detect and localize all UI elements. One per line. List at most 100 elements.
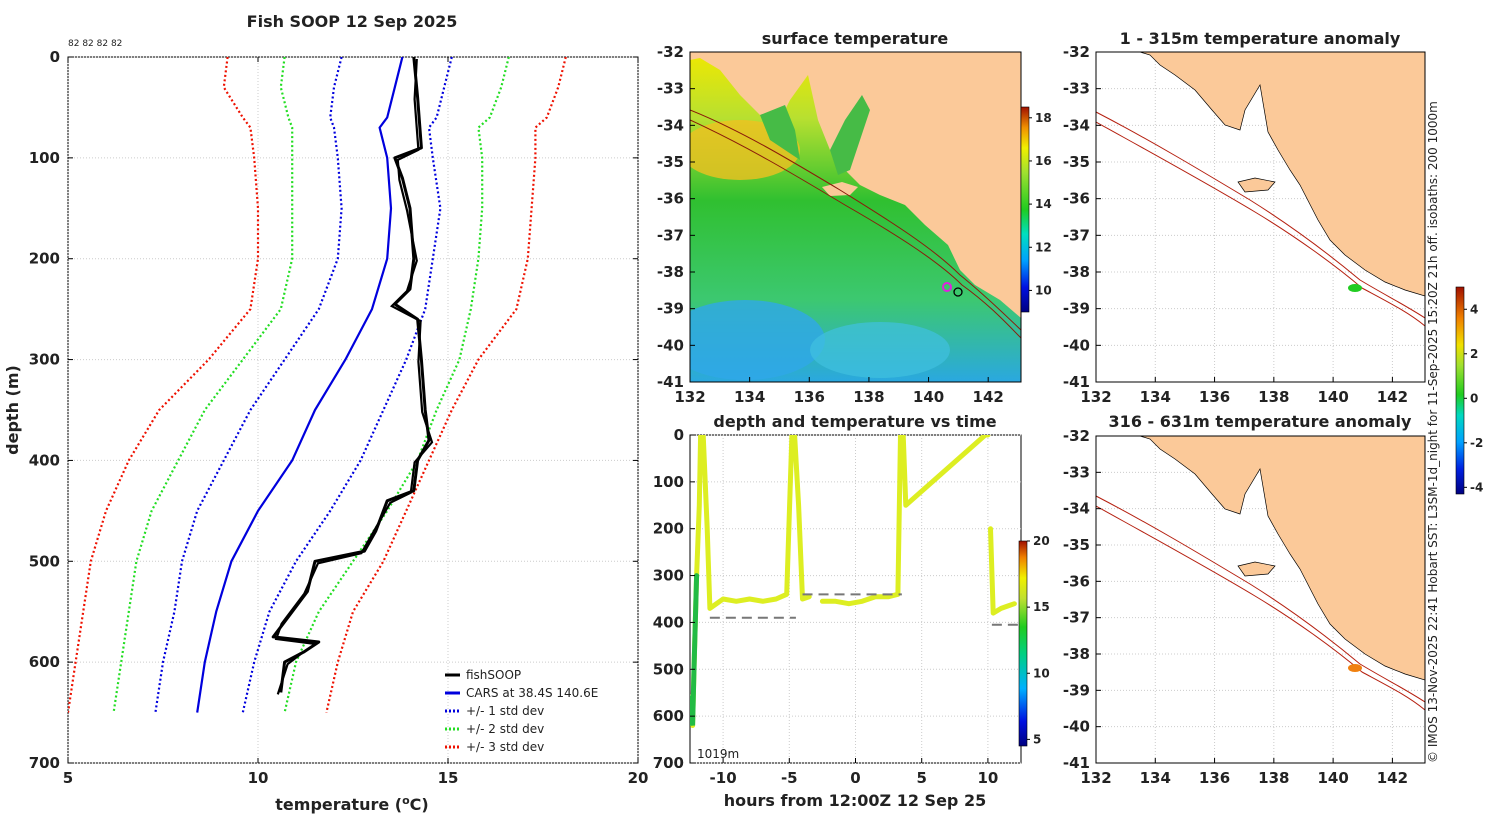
map-xtick-label: 140 (1317, 769, 1348, 787)
colorbar-tick-label: 14 (1035, 197, 1052, 211)
anom2-island (1237, 561, 1276, 577)
dt-ytick-label: 600 (653, 707, 684, 725)
dt-xtick-label: -10 (710, 769, 737, 787)
sst-gulf (830, 95, 870, 175)
map-xtick-label: 136 (794, 388, 825, 406)
dt-ytick-label: 0 (674, 426, 684, 444)
anom1-map (1096, 52, 1425, 327)
map-ytick-label: -33 (657, 80, 684, 98)
dt-depth-trace-2 (819, 435, 991, 607)
colorbar-tick-label: 16 (1035, 154, 1052, 168)
colorbar-tick-label: -2 (1470, 436, 1483, 450)
dt-colorbar-ticks: 5 10 15 20 (1027, 534, 1050, 746)
anom-colorbar (1455, 286, 1465, 495)
map-ytick-label: -35 (657, 153, 684, 171)
map-ytick-label: -41 (657, 373, 684, 391)
map-xtick-label: 138 (853, 388, 884, 406)
map-xtick-label: 134 (734, 388, 765, 406)
sst-isobath-200 (690, 109, 1021, 331)
map-xtick-label: 132 (674, 388, 705, 406)
profile-counts-label: 82 82 82 82 (68, 39, 122, 49)
anom1-frame (1095, 51, 1426, 383)
map-ytick-label: -32 (1063, 427, 1090, 445)
legend-label-std2: +/- 2 std dev (466, 722, 544, 736)
series-line-fishsoop-cast-2 (274, 58, 434, 695)
series-line--1-std-dev (154, 57, 343, 713)
series-line-cars-at-38-4s-140-6e (196, 57, 404, 713)
profile-xtick-label: 5 (63, 769, 73, 787)
map-ytick-label: -36 (1063, 190, 1090, 208)
map-ytick-label: -34 (1063, 116, 1090, 134)
dt-panel: depth and temperature vs time -10 -5 0 5 100… (653, 412, 1050, 810)
anom-colorbar-ticks: -4 -2 0 2 4 (1464, 302, 1483, 494)
sst-title: surface temperature (762, 29, 949, 48)
profile-title: Fish SOOP 12 Sep 2025 (247, 12, 458, 31)
anom2-ticks: 132 134 136 138 140 142 -32 -33 -34 -35 -36 -37 -38 -… (1063, 427, 1408, 787)
dt-lines (690, 435, 1019, 728)
colorbar-tick-label: 20 (1033, 534, 1050, 548)
dt-xlabel: hours from 12:00Z 12 Sep 25 (724, 791, 986, 810)
dt-xtick-label: -5 (781, 769, 798, 787)
anom2-station-value (1348, 664, 1362, 672)
map-xtick-label: 136 (1199, 769, 1230, 787)
map-ytick-label: -35 (1063, 153, 1090, 171)
dt-ytick-label: 200 (653, 520, 684, 538)
series-line-fishsoop (271, 57, 431, 693)
map-ytick-label: -35 (1063, 536, 1090, 554)
dt-colorbar (1018, 540, 1028, 747)
map-xtick-label: 138 (1258, 388, 1289, 406)
map-ytick-label: -34 (657, 116, 684, 134)
sst-vessel-marker (953, 287, 963, 297)
map-ytick-label: -41 (1063, 373, 1090, 391)
dt-ytick-label: 100 (653, 473, 684, 491)
anom2-panel: 316 - 631m temperature anomaly 132 134 136… (1063, 412, 1426, 787)
map-ytick-label: -33 (1063, 80, 1090, 98)
map-ytick-label: -36 (1063, 572, 1090, 590)
map-xtick-label: 142 (1377, 388, 1408, 406)
map-ytick-label: -32 (1063, 43, 1090, 61)
legend-label-std1: +/- 1 std dev (466, 704, 544, 718)
colorbar-tick-label: -4 (1470, 480, 1483, 494)
anom1-panel: 1 - 315m temperature anomaly 132 134 136 13… (1063, 29, 1483, 494)
dt-annotation: 1019m (697, 747, 739, 761)
map-ytick-label: -38 (1063, 645, 1090, 663)
colorbar-tick-label: 4 (1470, 302, 1478, 316)
dt-xtick-label: 5 (916, 769, 926, 787)
dt-xtick-label: 0 (850, 769, 860, 787)
anom1-isobath-200 (1096, 111, 1425, 319)
anom1-ticks: 132 134 136 138 140 142 -32 -33 -34 -35 -36 -37 -38 -… (1063, 43, 1408, 406)
dt-ytick-label: 700 (653, 754, 684, 772)
anom1-title: 1 - 315m temperature anomaly (1120, 29, 1401, 48)
map-ytick-label: -37 (1063, 226, 1090, 244)
profile-lines (68, 57, 567, 713)
map-xtick-label: 132 (1080, 388, 1111, 406)
map-xtick-label: 140 (913, 388, 944, 406)
dt-xtick-label: 10 (977, 769, 998, 787)
profile-ytick-label: 100 (29, 149, 60, 167)
profile-ytick-label: 500 (29, 552, 60, 570)
series-line--3-std-dev (325, 57, 567, 713)
map-xtick-label: 134 (1140, 388, 1171, 406)
anom1-island (1237, 177, 1276, 193)
anom2-title: 316 - 631m temperature anomaly (1109, 412, 1412, 431)
map-ytick-label: -40 (1063, 336, 1090, 354)
series-line--2-std-dev (283, 57, 510, 713)
profile-plot-area (67, 56, 639, 764)
profile-xlabel: temperature (oC) (275, 794, 428, 814)
colorbar-tick-label: 10 (1033, 666, 1050, 680)
anom1-isobath-1000 (1096, 121, 1425, 327)
dt-depth-trace-3 (988, 526, 1017, 616)
profile-xtick-label: 15 (438, 769, 459, 787)
legend-label-cars: CARS at 38.4S 140.6E (466, 686, 598, 700)
sst-ticks: 132 134 136 138 140 142 -32 -33 -34 -35 -36 -37 -38 -… (657, 43, 1004, 406)
profile-legend: fishSOOP CARS at 38.4S 140.6E +/- 1 std … (445, 668, 598, 754)
map-ytick-label: -39 (1063, 681, 1090, 699)
dt-depth-trace-cold-segment (690, 573, 700, 726)
colorbar-tick-label: 18 (1035, 111, 1052, 125)
sst-panel: surface temperature 132 134 136 138 140 142 -3… (657, 29, 1052, 406)
sst-station-marker (942, 282, 952, 292)
map-xtick-label: 132 (1080, 769, 1111, 787)
profile-xtick-label: 20 (628, 769, 649, 787)
